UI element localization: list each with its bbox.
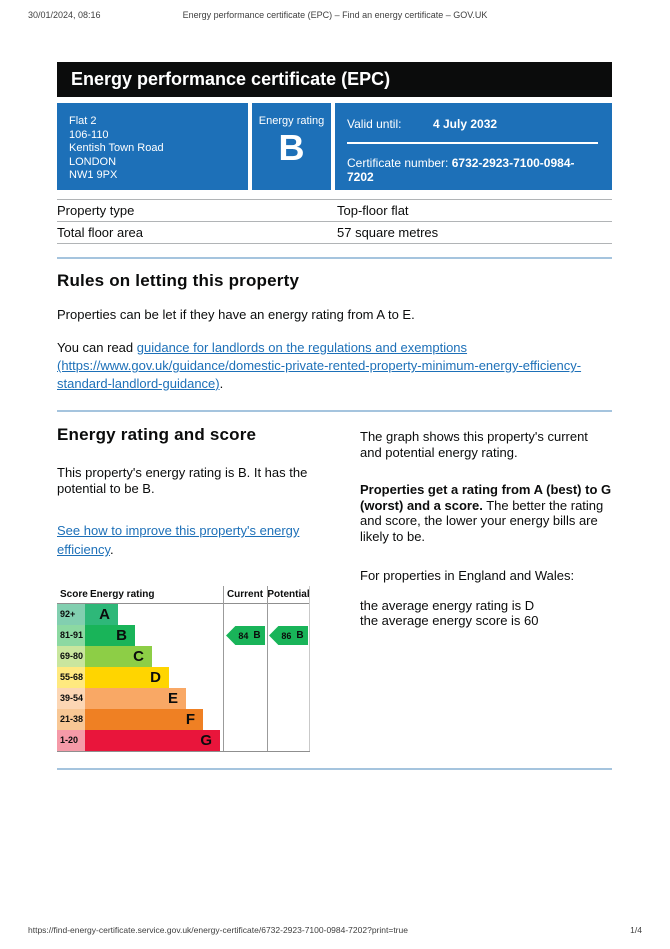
page-title: Energy performance certificate (EPC) [57, 62, 612, 97]
valid-until-date: 4 July 2032 [433, 117, 498, 131]
address-line: Kentish Town Road [69, 142, 164, 154]
improve-paragraph: See how to improve this property's energ… [57, 521, 330, 559]
rating-explainer-text: Properties get a rating from A (best) to… [360, 482, 612, 544]
national-averages: the average energy rating is D the avera… [360, 598, 612, 628]
section-divider [57, 410, 612, 412]
band-score-range: 1-20 [57, 730, 85, 751]
table-row: Property type Top-floor flat [57, 200, 612, 222]
band-score-range: 55-68 [57, 667, 85, 688]
section-heading: Energy rating and score [57, 425, 257, 444]
table-row: Total floor area 57 square metres [57, 222, 612, 244]
property-facts-table: Property type Top-floor flat Total floor… [57, 199, 612, 244]
energy-rating-label: Energy rating [258, 115, 325, 127]
section-heading: Rules on letting this property [57, 271, 300, 290]
band-bar-B: B [85, 625, 135, 646]
rating-explainer-rest: The better the rating and score, the low… [360, 497, 604, 544]
current-score: 84 [238, 630, 249, 641]
rating-explainer-bold: Properties get a rating from A (best) to… [360, 482, 612, 513]
letting-rules-section: Rules on letting this property Propertie… [57, 271, 612, 393]
epc-rating-graph: Score Energy rating Current Potential 92… [57, 586, 310, 752]
address-line: 106-110 [69, 128, 109, 141]
energy-rating-value: B [278, 127, 305, 168]
rating-score-left-column: Energy rating and score This property's … [57, 425, 330, 752]
address-line: Flat 2 [69, 115, 97, 127]
print-page-title: Energy performance certificate (EPC) – F… [182, 10, 488, 20]
column-divider [267, 586, 268, 751]
epc-band-row: 39-54 E [57, 688, 220, 709]
band-bar-C: C [85, 646, 152, 667]
energy-rating-badge: Energy rating B [252, 103, 331, 190]
letting-rules-text: Properties can be let if they have an en… [57, 307, 415, 322]
band-score-range: 69-80 [57, 646, 85, 667]
epc-band-row: 1-20 G [57, 730, 220, 751]
column-divider [309, 586, 310, 751]
average-score-text: the average energy score is 60 [360, 612, 539, 628]
potential-score: 86 [281, 630, 292, 641]
divider [347, 142, 598, 144]
certificate-number-label: Certificate number: [347, 156, 449, 170]
print-header: 30/01/2024, 08:16 Energy performance cer… [0, 10, 670, 20]
epc-graph-headers: Score Energy rating Current Potential [57, 586, 310, 604]
improve-suffix: . [110, 542, 114, 557]
certificate-validity: Valid until: 4 July 2032 Certificate num… [335, 103, 612, 190]
potential-grade: B [296, 630, 304, 641]
band-score-range: 21-38 [57, 709, 85, 730]
current-rating-arrow: 84 B [226, 626, 265, 645]
guidance-paragraph: You can read guidance for landlords on t… [57, 339, 612, 393]
guidance-suffix: . [219, 376, 224, 391]
improve-efficiency-link[interactable]: See how to improve this property's energ… [57, 523, 300, 557]
england-wales-text: For properties in England and Wales: [360, 568, 575, 583]
certificate-number: 6732-2923-7100-0984-7202 [347, 156, 575, 184]
score-column-header: Score [60, 589, 88, 600]
rating-column-header: Energy rating [90, 589, 155, 600]
column-divider [223, 586, 224, 751]
rating-score-section: Energy rating and score This property's … [57, 425, 612, 752]
certificate-page: Energy performance certificate (EPC) Fla… [57, 62, 612, 770]
rating-summary-text: This property's energy rating is B. It h… [57, 465, 308, 496]
band-score-range: 92+ [57, 604, 85, 625]
epc-bands: 92+ A 81-91 B 69-80 C 55-68 D 39-54 E 21-38 F 1-20 G [57, 604, 220, 751]
epc-band-row: 21-38 F [57, 709, 220, 730]
epc-band-row: 92+ A [57, 604, 220, 625]
section-divider [57, 257, 612, 259]
band-bar-A: A [85, 604, 118, 625]
band-bar-D: D [85, 667, 169, 688]
certificate-summary: Flat 2 106-110 Kentish Town Road LONDON … [57, 103, 612, 190]
property-type-label: Property type [57, 203, 135, 218]
print-page-number: 1/4 [630, 925, 642, 935]
epc-band-row: 69-80 C [57, 646, 220, 667]
valid-until-label: Valid until: [347, 117, 402, 131]
floor-area-label: Total floor area [57, 225, 143, 240]
band-bar-E: E [85, 688, 186, 709]
address-line: LONDON [69, 155, 117, 168]
band-bar-F: F [85, 709, 203, 730]
current-grade: B [253, 630, 261, 641]
epc-band-row: 81-91 B [57, 625, 220, 646]
potential-rating-arrow: 86 B [269, 626, 308, 645]
guidance-prefix: You can read [57, 340, 137, 355]
section-divider [57, 768, 612, 770]
print-url: https://find-energy-certificate.service.… [28, 925, 408, 935]
graph-intro-text: The graph shows this property's current … [360, 429, 588, 460]
print-date: 30/01/2024, 08:16 [28, 10, 101, 20]
average-rating-text: the average energy rating is D [360, 597, 535, 613]
band-bar-G: G [85, 730, 220, 751]
landlord-guidance-link[interactable]: guidance for landlords on the regulation… [57, 340, 582, 391]
current-column-header: Current [226, 589, 264, 600]
band-score-range: 81-91 [57, 625, 85, 646]
address-line: NW1 9PX [69, 169, 118, 181]
epc-band-row: 55-68 D [57, 667, 220, 688]
property-type-value: Top-floor flat [337, 203, 409, 218]
potential-column-header: Potential [267, 589, 310, 600]
property-address: Flat 2 106-110 Kentish Town Road LONDON … [57, 103, 248, 190]
rating-score-right-column: The graph shows this property's current … [360, 425, 612, 752]
band-score-range: 39-54 [57, 688, 85, 709]
floor-area-value: 57 square metres [337, 225, 439, 240]
